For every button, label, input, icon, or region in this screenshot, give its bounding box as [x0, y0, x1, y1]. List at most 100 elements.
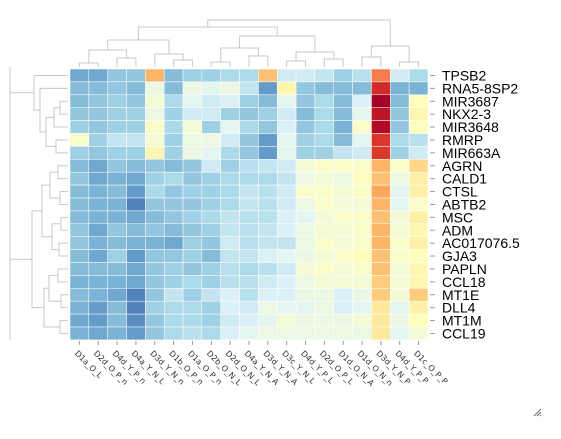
heatmap-cell[interactable]	[314, 313, 335, 328]
heatmap-cell[interactable]	[371, 159, 391, 173]
heatmap-cell[interactable]	[107, 313, 127, 328]
heatmap-cell[interactable]	[201, 107, 221, 121]
heatmap-cell[interactable]	[145, 326, 165, 341]
heatmap-cell[interactable]	[295, 236, 316, 250]
heatmap-cell[interactable]	[201, 120, 221, 134]
heatmap-cell[interactable]	[182, 262, 203, 276]
heatmap-cell[interactable]	[220, 326, 240, 341]
heatmap-cell[interactable]	[314, 236, 335, 250]
heatmap-cell[interactable]	[163, 236, 184, 250]
heatmap-cell[interactable]	[145, 288, 165, 302]
heatmap-cell[interactable]	[314, 197, 335, 212]
heatmap-cell[interactable]	[163, 197, 184, 212]
heatmap-cell[interactable]	[107, 133, 127, 147]
heatmap-cell[interactable]	[276, 68, 297, 83]
heatmap-cell[interactable]	[145, 171, 165, 186]
heatmap-cell[interactable]	[220, 133, 240, 147]
heatmap-cell[interactable]	[239, 159, 259, 173]
heatmap-cell[interactable]	[390, 120, 410, 134]
heatmap-cell[interactable]	[126, 300, 146, 315]
heatmap-cell[interactable]	[220, 197, 240, 212]
heatmap-cell[interactable]	[69, 236, 90, 250]
heatmap-cell[interactable]	[201, 275, 221, 289]
heatmap-cell[interactable]	[220, 107, 240, 121]
heatmap-cell[interactable]	[107, 236, 127, 250]
heatmap-cell[interactable]	[182, 159, 203, 173]
heatmap-cell[interactable]	[163, 159, 184, 173]
heatmap-cell[interactable]	[408, 249, 429, 263]
heatmap-cell[interactable]	[333, 146, 353, 160]
heatmap-cell[interactable]	[201, 146, 221, 160]
heatmap-cell[interactable]	[107, 288, 127, 302]
heatmap-cell[interactable]	[88, 210, 108, 225]
heatmap-cell[interactable]	[182, 94, 203, 108]
heatmap-cell[interactable]	[201, 133, 221, 147]
heatmap-cell[interactable]	[201, 159, 221, 173]
heatmap-cell[interactable]	[88, 184, 108, 199]
heatmap-cell[interactable]	[145, 275, 165, 289]
heatmap-cell[interactable]	[408, 146, 429, 160]
resize-grip-icon[interactable]	[533, 408, 542, 417]
heatmap-cell[interactable]	[295, 275, 316, 289]
heatmap-cell[interactable]	[258, 236, 278, 250]
heatmap-cell[interactable]	[182, 107, 203, 121]
heatmap-cell[interactable]	[333, 68, 353, 83]
heatmap-cell[interactable]	[145, 81, 165, 96]
heatmap-cell[interactable]	[107, 120, 127, 134]
heatmap-cell[interactable]	[145, 68, 165, 83]
heatmap-cell[interactable]	[182, 171, 203, 186]
heatmap-cell[interactable]	[276, 262, 297, 276]
heatmap-cell[interactable]	[220, 288, 240, 302]
heatmap-cell[interactable]	[126, 146, 146, 160]
heatmap-cell[interactable]	[371, 68, 391, 83]
heatmap-cell[interactable]	[408, 275, 429, 289]
heatmap-cell[interactable]	[390, 275, 410, 289]
heatmap-cell[interactable]	[333, 236, 353, 250]
heatmap-cell[interactable]	[408, 326, 429, 341]
heatmap-cell[interactable]	[390, 249, 410, 263]
heatmap-cell[interactable]	[69, 94, 90, 108]
heatmap-cell[interactable]	[163, 262, 184, 276]
heatmap-cell[interactable]	[314, 81, 335, 96]
heatmap-cell[interactable]	[314, 146, 335, 160]
heatmap-cell[interactable]	[371, 171, 391, 186]
heatmap-cell[interactable]	[314, 68, 335, 83]
heatmap-cell[interactable]	[333, 275, 353, 289]
heatmap-cell[interactable]	[69, 184, 90, 199]
heatmap-cell[interactable]	[201, 171, 221, 186]
heatmap-cell[interactable]	[371, 300, 391, 315]
heatmap-cell[interactable]	[295, 262, 316, 276]
heatmap-cell[interactable]	[371, 120, 391, 134]
heatmap-cell[interactable]	[88, 68, 108, 83]
heatmap-cell[interactable]	[333, 107, 353, 121]
heatmap-cell[interactable]	[182, 326, 203, 341]
heatmap-cell[interactable]	[239, 81, 259, 96]
heatmap-cell[interactable]	[295, 146, 316, 160]
heatmap-cell[interactable]	[220, 275, 240, 289]
heatmap-cell[interactable]	[69, 133, 90, 147]
heatmap-cell[interactable]	[182, 210, 203, 225]
heatmap-cell[interactable]	[107, 249, 127, 263]
heatmap-cell[interactable]	[88, 249, 108, 263]
heatmap-cell[interactable]	[163, 288, 184, 302]
heatmap-cell[interactable]	[69, 171, 90, 186]
heatmap-cell[interactable]	[408, 184, 429, 199]
heatmap-cell[interactable]	[371, 236, 391, 250]
heatmap-cell[interactable]	[163, 133, 184, 147]
heatmap-cell[interactable]	[220, 81, 240, 96]
heatmap-cell[interactable]	[295, 159, 316, 173]
heatmap-cell[interactable]	[88, 146, 108, 160]
heatmap-cell[interactable]	[371, 184, 391, 199]
heatmap-cell[interactable]	[163, 313, 184, 328]
heatmap-cell[interactable]	[239, 133, 259, 147]
heatmap-cell[interactable]	[276, 81, 297, 96]
heatmap-cell[interactable]	[69, 223, 90, 237]
heatmap-cell[interactable]	[258, 288, 278, 302]
heatmap-cell[interactable]	[276, 223, 297, 237]
heatmap-cell[interactable]	[88, 133, 108, 147]
heatmap-cell[interactable]	[126, 326, 146, 341]
heatmap-cell[interactable]	[295, 326, 316, 341]
heatmap-cell[interactable]	[88, 236, 108, 250]
heatmap-cell[interactable]	[182, 313, 203, 328]
heatmap-cell[interactable]	[390, 159, 410, 173]
